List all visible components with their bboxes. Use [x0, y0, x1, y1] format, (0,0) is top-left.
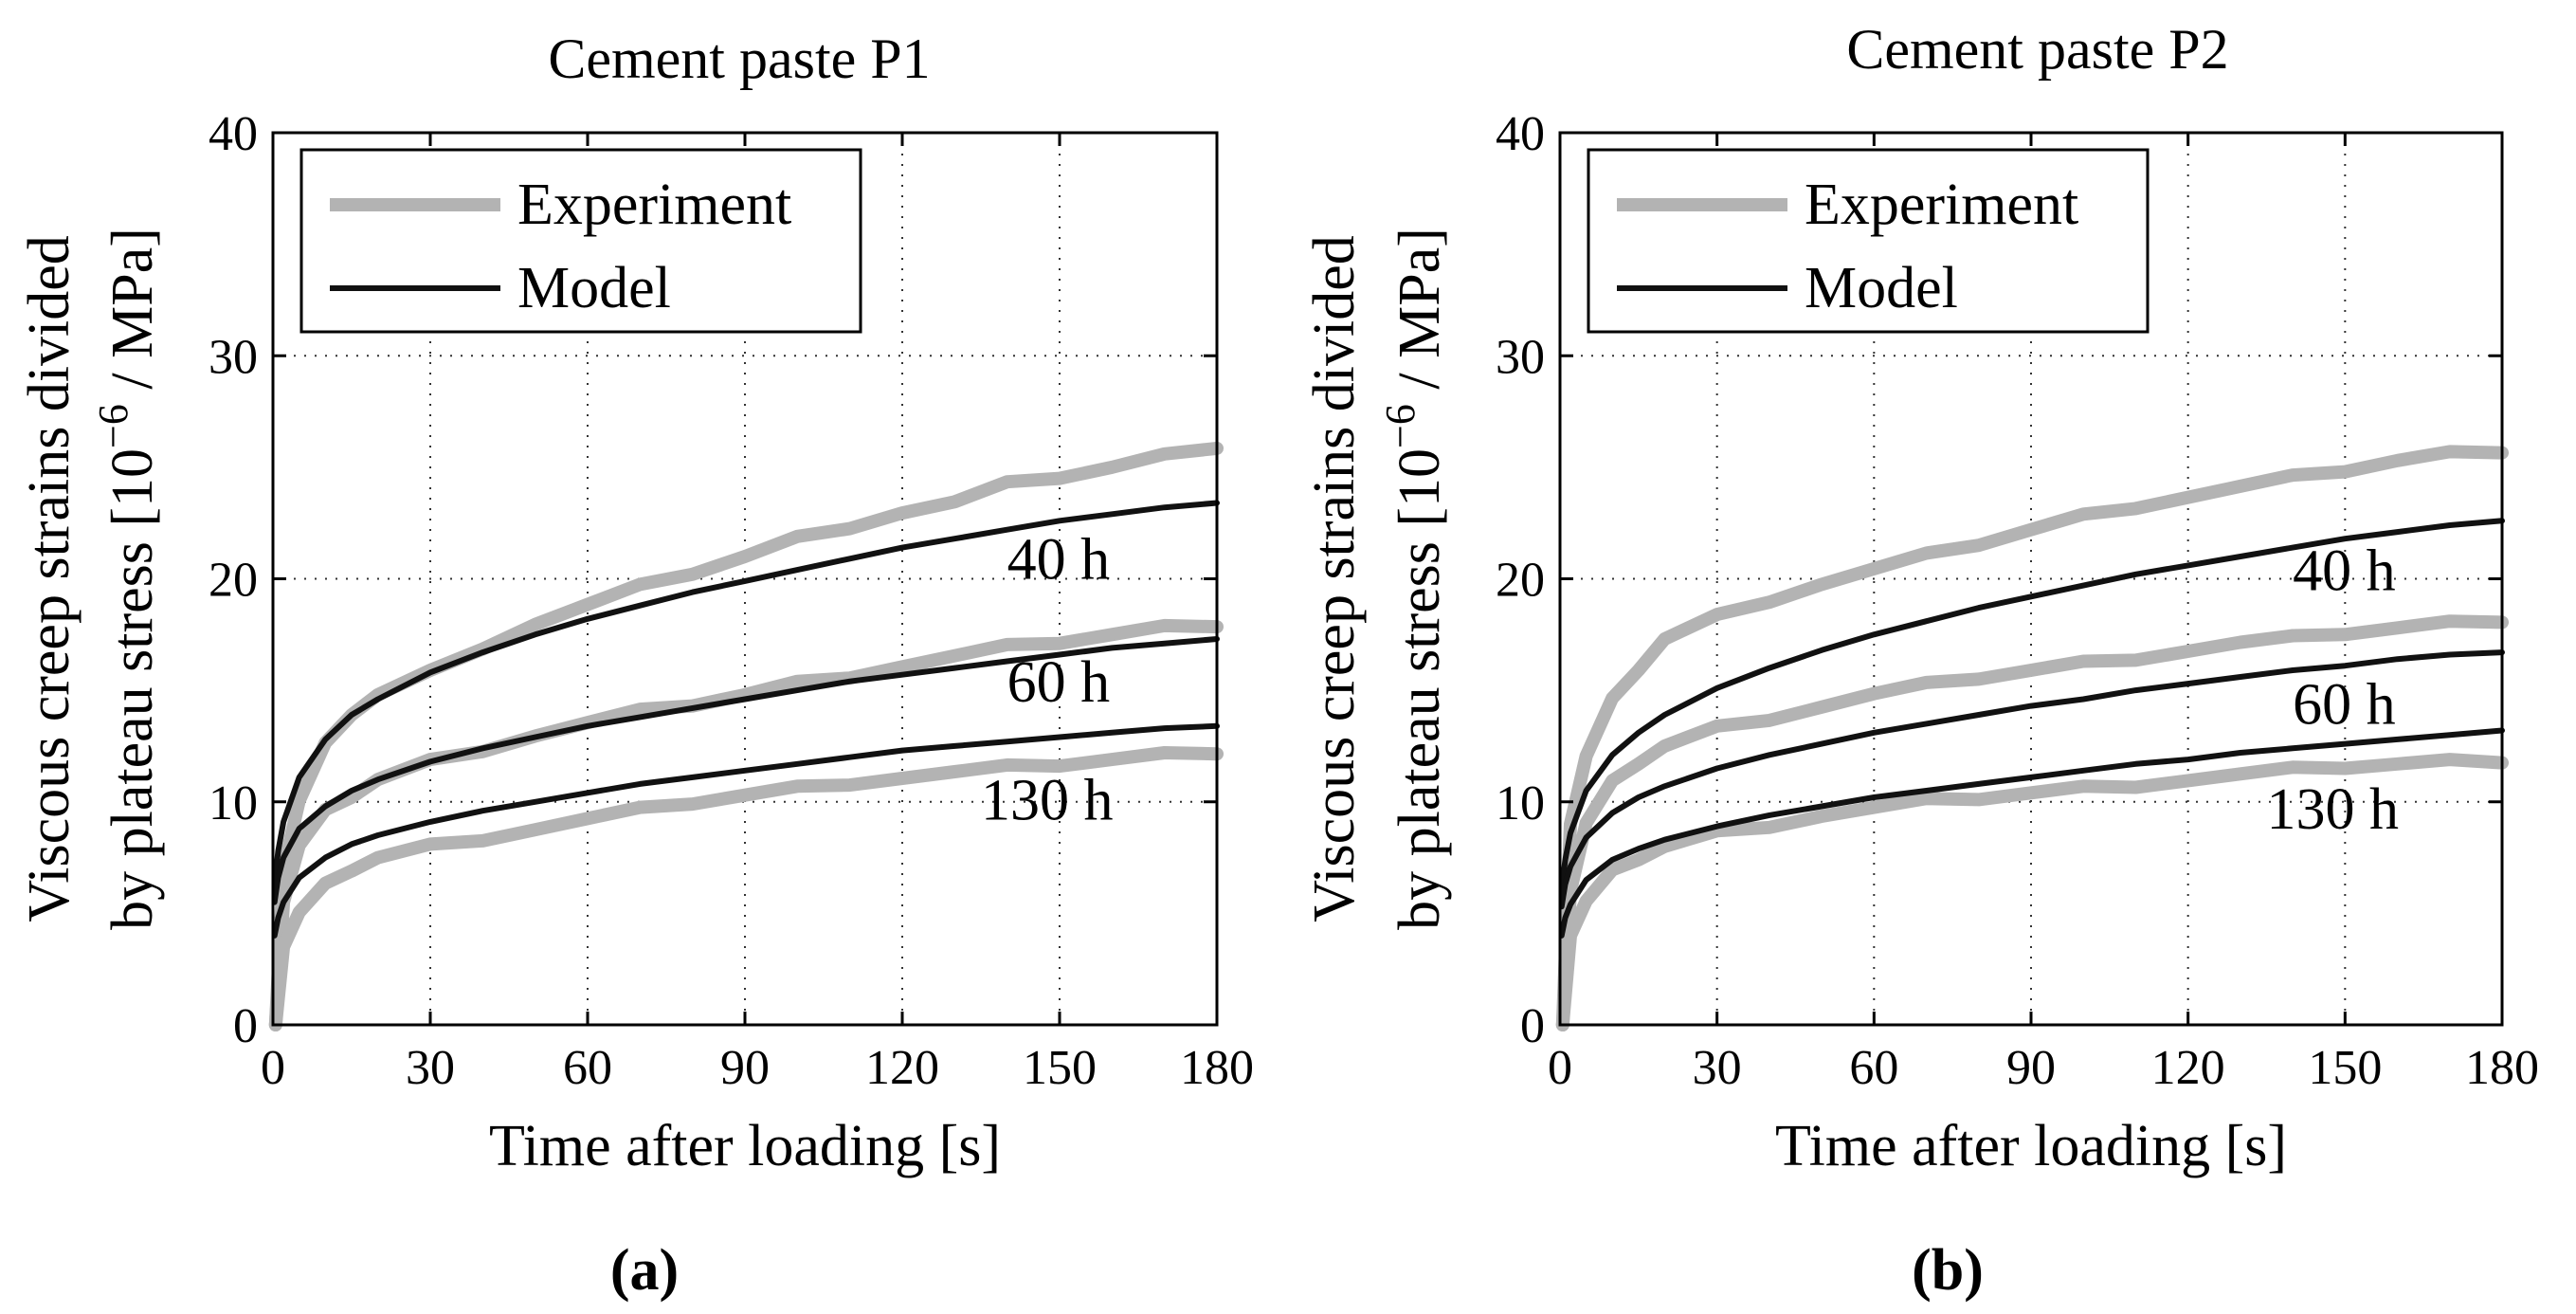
model-line-40h	[271, 500, 1220, 887]
model-line-40h	[1558, 518, 2505, 894]
curve-annotation: 60 h	[2293, 672, 2396, 737]
curve-annotation: 130 h	[2267, 777, 2400, 842]
x-tick-label: 150	[2308, 1041, 2382, 1095]
legend-label-model: Model	[517, 256, 671, 320]
y-tick-label: 30	[1496, 330, 1545, 384]
legend-label-experiment: Experiment	[1805, 173, 2078, 237]
x-tick-label: 0	[261, 1041, 285, 1095]
legend-box	[1587, 148, 2150, 334]
y-tick-label: 10	[209, 776, 258, 830]
y-tick-label: 20	[1496, 554, 1545, 608]
model-line-130h	[1558, 727, 2505, 939]
panel-label: (b)	[1912, 1238, 1984, 1303]
panel-label: (a)	[610, 1238, 679, 1303]
x-tick-label: 180	[1180, 1041, 1254, 1095]
x-tick-label: 120	[2151, 1041, 2225, 1095]
curve-annotation: 40 h	[1007, 528, 1111, 593]
y-tick-label: 0	[1520, 999, 1545, 1053]
x-tick-label: 60	[1849, 1041, 1898, 1095]
x-axis-label: Time after loading [s]	[489, 1114, 1001, 1178]
model-line-60h	[271, 636, 1220, 905]
legend: Experiment Model	[1587, 148, 2150, 334]
x-axis-label: Time after loading [s]	[1775, 1114, 2287, 1178]
model-line-130h	[271, 722, 1220, 939]
y-axis-label-line1: Viscous creep strains divided	[1302, 235, 1367, 922]
curve-annotation: 130 h	[981, 769, 1114, 833]
experiment-line-130h	[1555, 753, 2509, 1031]
y-tick-label: 20	[209, 554, 258, 608]
x-tick-label: 150	[1023, 1041, 1097, 1095]
x-tick-label: 0	[1548, 1041, 1572, 1095]
y-tick-label: 10	[1496, 776, 1545, 830]
x-tick-label: 180	[2465, 1041, 2539, 1095]
y-axis-label-line2: by plateau stress [10−6 / MPa]	[1377, 228, 1452, 930]
chart-panel-b: 0 30 60 90 120 150 180 0 10 20 30 40 Cement paste P2…	[1302, 18, 2539, 1303]
chart-title: Cement paste P2	[1846, 18, 2228, 81]
y-tick-label: 30	[209, 330, 258, 384]
legend-label-model: Model	[1805, 256, 1958, 320]
y-tick-label: 40	[209, 107, 258, 161]
x-tick-label: 120	[865, 1041, 939, 1095]
y-tick-label: 40	[1496, 107, 1545, 161]
experiment-line-60h	[268, 618, 1224, 1031]
y-tick-label: 0	[233, 999, 258, 1053]
chart-panel-a: 0 30 60 90 120 150 180 0 10 20 30 40 Cement paste P1…	[17, 27, 1254, 1303]
legend-box	[299, 148, 862, 334]
experiment-line-60h	[1555, 614, 2509, 1031]
x-tick-label: 90	[720, 1041, 770, 1095]
x-tick-label: 30	[406, 1041, 455, 1095]
experiment-line-130h	[268, 746, 1224, 1031]
x-tick-label: 90	[2006, 1041, 2056, 1095]
chart-title: Cement paste P1	[548, 27, 930, 90]
curve-annotation: 60 h	[1007, 650, 1111, 715]
x-tick-label: 30	[1693, 1041, 1742, 1095]
curve-annotation: 40 h	[2293, 538, 2396, 603]
legend: Experiment Model	[299, 148, 862, 334]
experiment-line-40h	[1555, 445, 2509, 1031]
x-tick-label: 60	[563, 1041, 612, 1095]
model-line-60h	[1558, 649, 2505, 910]
y-axis-label-line1: Viscous creep strains divided	[17, 235, 82, 922]
legend-label-experiment: Experiment	[517, 173, 791, 237]
y-axis-label-line2: by plateau stress [10−6 / MPa]	[90, 228, 165, 930]
